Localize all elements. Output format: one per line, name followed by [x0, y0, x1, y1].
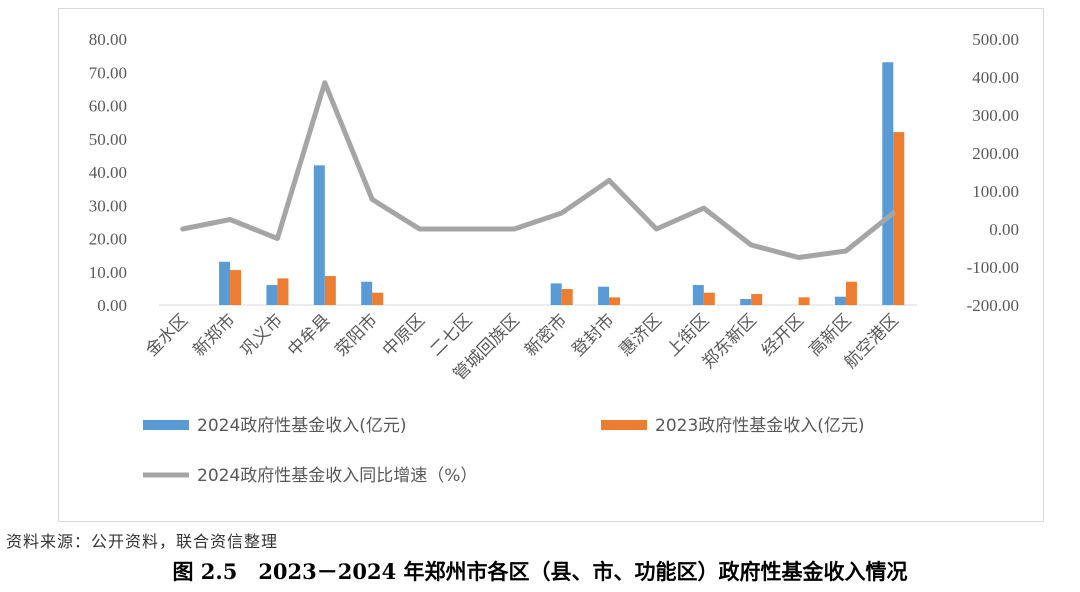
- bar-2024: [598, 286, 610, 305]
- bar-2024: [266, 285, 278, 305]
- y-right-tick-label: 400.00: [972, 68, 1019, 87]
- x-category-label: 经开区: [758, 310, 808, 360]
- chart-svg: 80.00 70.00 60.00 50.00 40.00 30.00 20.00 10.00…: [89, 30, 1019, 486]
- bar-2023: [372, 292, 384, 305]
- bar-2024: [361, 281, 373, 305]
- y-right-tick-label: 0.00: [989, 220, 1019, 239]
- y-right-tick-label: 200.00: [972, 144, 1019, 163]
- bar-2023: [277, 278, 289, 305]
- x-category-label: 登封市: [568, 310, 618, 360]
- bar-2023: [703, 292, 715, 305]
- legend-label-growth: 2024政府性基金收入同比增速（%）: [197, 466, 477, 486]
- y-right-tick-label: -200.00: [967, 296, 1019, 315]
- bar-2023: [609, 297, 621, 305]
- x-category-label: 新密市: [521, 310, 571, 360]
- legend-swatch-2024: [143, 420, 189, 430]
- y-right-tick-label: 100.00: [972, 182, 1019, 201]
- y-left-tick-label: 40.00: [89, 163, 127, 182]
- x-category-label: 中原区: [379, 310, 429, 360]
- bar-2024: [550, 283, 562, 305]
- y-right-tick-label: 300.00: [972, 106, 1019, 125]
- bar-2023: [751, 294, 763, 305]
- figure-caption: 图 2.5 2023－2024 年郑州市各区（县、市、功能区）政府性基金收入情况: [172, 559, 908, 584]
- y-left-tick-label: 50.00: [89, 130, 127, 149]
- chart-frame: 80.00 70.00 60.00 50.00 40.00 30.00 20.00 10.00…: [58, 8, 1044, 522]
- legend-swatch-2023: [601, 420, 647, 430]
- bar-2024: [882, 62, 894, 306]
- legend-label-2024: 2024政府性基金收入(亿元): [197, 416, 407, 436]
- bar-2023: [845, 281, 857, 305]
- y-left-tick-label: 60.00: [89, 97, 127, 116]
- legend-label-2023: 2023政府性基金收入(亿元): [655, 416, 865, 436]
- y-right-tick-label: -100.00: [967, 258, 1019, 277]
- y-right-tick-label: 500.00: [972, 30, 1019, 49]
- y-left-tick-label: 80.00: [89, 30, 127, 49]
- y-left-tick-label: 0.00: [97, 296, 127, 315]
- bar-2024: [313, 165, 325, 305]
- x-category-label: 荥阳市: [332, 310, 382, 360]
- y-left-tick-label: 10.00: [89, 263, 127, 282]
- bar-2023: [324, 276, 336, 305]
- x-category-label: 金水区: [142, 310, 192, 360]
- growth-rate-line: [180, 80, 896, 260]
- bar-2024: [834, 296, 846, 305]
- y-left-tick-label: 20.00: [89, 230, 127, 249]
- bar-2024: [692, 285, 704, 305]
- bar-2024: [219, 261, 231, 305]
- x-category-label: 巩义市: [237, 310, 287, 360]
- x-category-label: 新郑市: [189, 310, 239, 360]
- y-left-tick-label: 30.00: [89, 196, 127, 215]
- x-category-label: 中牟县: [284, 310, 334, 360]
- source-note: 资料来源：公开资料，联合资信整理: [6, 532, 279, 551]
- bar-2023: [561, 289, 573, 305]
- bar-2023: [798, 297, 810, 305]
- bar-2023: [230, 270, 242, 305]
- bar-2023: [893, 132, 905, 305]
- bar-2024: [740, 299, 752, 305]
- y-left-tick-label: 70.00: [89, 63, 127, 82]
- x-category-label: 惠济区: [616, 310, 666, 360]
